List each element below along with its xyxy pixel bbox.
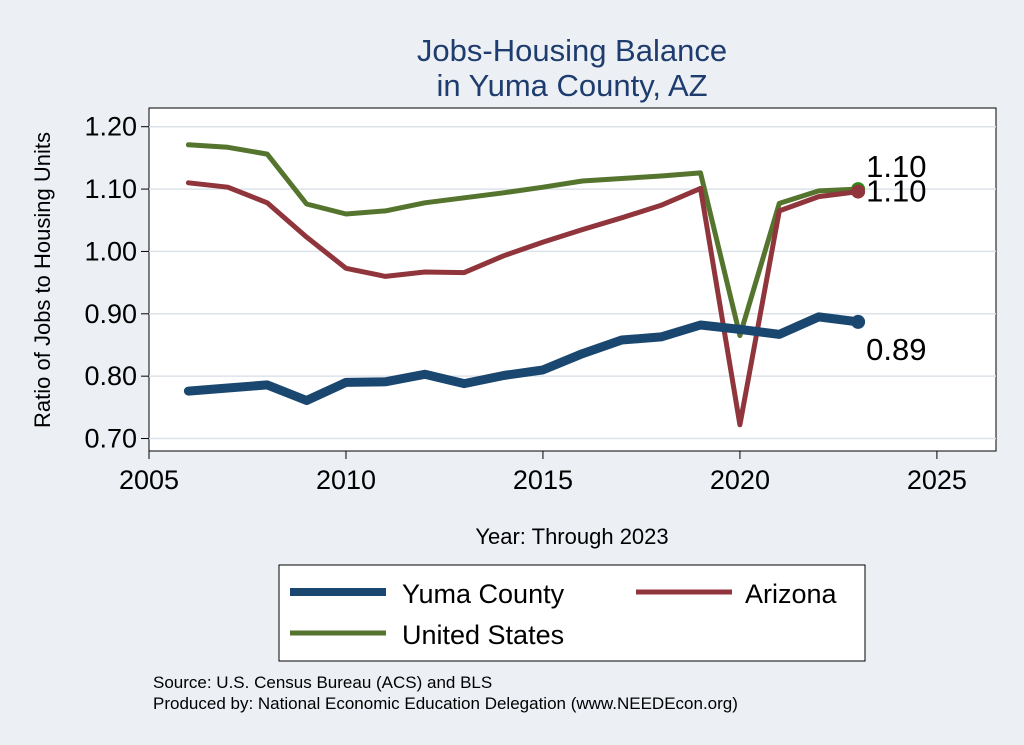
y-tick-label: 0.70 [84,424,137,454]
x-tick-label: 2025 [907,465,967,495]
y-tick-label: 1.20 [84,112,137,142]
end-label-yuma-county: 0.89 [866,332,926,367]
x-axis: 2005 2010 2015 2020 2025 [119,451,967,495]
y-tick-label: 1.10 [84,174,137,204]
series-lines [183,142,863,428]
legend-label-arizona: Arizona [745,579,838,609]
x-tick-label: 2010 [316,465,376,495]
legend-label-yuma: Yuma County [402,579,565,609]
y-tick-label: 0.90 [84,299,137,329]
series-line-united-states [185,142,861,339]
end-label-united-states: 1.10 [866,149,926,184]
end-label-arizona: 1.10 [866,174,926,209]
legend-box [278,564,866,662]
legend-label-us: United States [402,620,564,650]
series-line-yuma-county [183,312,863,405]
x-tick-label: 2005 [119,465,179,495]
source-line: Source: U.S. Census Bureau (ACS) and BLS [153,673,492,692]
end-marker-yuma-county [851,314,866,329]
chart-title-line-1: Jobs-Housing Balance [417,33,727,68]
x-tick-label: 2020 [710,465,770,495]
x-axis-title: Year: Through 2023 [475,524,668,549]
series-line-arizona [185,180,861,428]
legend: Yuma County Arizona United States [278,564,866,662]
gridlines [149,125,996,440]
x-tick-label: 2015 [513,465,573,495]
chart-title-line-2: in Yuma County, AZ [436,68,707,103]
y-tick-label: 1.00 [84,236,137,266]
end-markers: 0.89 1.101.10 [851,149,926,367]
y-axis-title: Ratio of Jobs to Housing Units [30,132,55,428]
end-marker-arizona [851,184,866,199]
y-axis: 0.70 0.80 0.90 1.00 1.10 1.20 [84,112,149,454]
produced-by-line: Produced by: National Economic Education… [153,694,738,713]
y-tick-label: 0.80 [84,361,137,391]
